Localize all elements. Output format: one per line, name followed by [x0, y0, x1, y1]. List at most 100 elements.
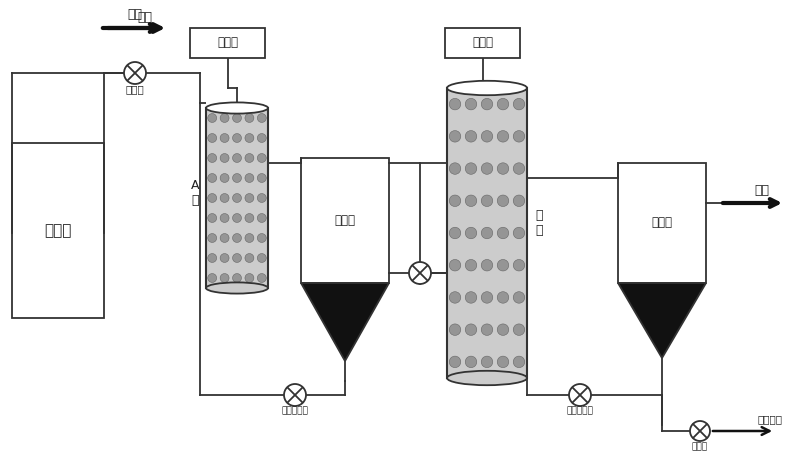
Text: 沉淀池: 沉淀池 — [334, 214, 355, 227]
Circle shape — [690, 421, 710, 441]
Bar — [447, 81, 527, 88]
Circle shape — [124, 62, 146, 84]
Text: 污泥回流泵: 污泥回流泵 — [282, 406, 309, 415]
Circle shape — [258, 254, 266, 263]
Circle shape — [220, 133, 229, 142]
Circle shape — [220, 254, 229, 263]
Circle shape — [258, 213, 266, 222]
Circle shape — [450, 98, 461, 110]
Circle shape — [498, 324, 509, 335]
Text: 搅动泵: 搅动泵 — [692, 443, 708, 452]
Circle shape — [233, 114, 242, 123]
Circle shape — [245, 174, 254, 183]
Circle shape — [245, 154, 254, 162]
Bar — [206, 108, 268, 288]
Circle shape — [498, 98, 509, 110]
Bar — [301, 158, 389, 283]
Circle shape — [466, 98, 477, 110]
Bar — [445, 28, 520, 58]
Circle shape — [498, 163, 509, 175]
Circle shape — [482, 131, 493, 142]
Bar — [206, 108, 268, 288]
Circle shape — [466, 227, 477, 239]
Circle shape — [466, 163, 477, 175]
Circle shape — [482, 292, 493, 303]
Circle shape — [233, 234, 242, 243]
Circle shape — [450, 324, 461, 335]
Circle shape — [233, 213, 242, 222]
Text: 曝气泵: 曝气泵 — [217, 36, 238, 50]
Polygon shape — [301, 283, 389, 361]
Circle shape — [466, 260, 477, 271]
Circle shape — [514, 292, 525, 303]
Circle shape — [466, 356, 477, 368]
Text: 剩余污泥: 剩余污泥 — [758, 414, 783, 424]
Ellipse shape — [447, 371, 527, 385]
Circle shape — [220, 114, 229, 123]
Text: 原水池: 原水池 — [44, 223, 72, 238]
Circle shape — [450, 163, 461, 175]
Circle shape — [450, 292, 461, 303]
Circle shape — [245, 273, 254, 282]
Circle shape — [233, 273, 242, 282]
Circle shape — [284, 384, 306, 406]
Bar — [12, 143, 104, 318]
Circle shape — [450, 260, 461, 271]
Circle shape — [208, 273, 217, 282]
Circle shape — [220, 273, 229, 282]
Ellipse shape — [447, 81, 527, 95]
Circle shape — [245, 193, 254, 202]
Bar — [447, 88, 527, 378]
Circle shape — [258, 114, 266, 123]
Text: 曝气泵: 曝气泵 — [472, 36, 493, 50]
Circle shape — [208, 254, 217, 263]
Circle shape — [482, 356, 493, 368]
Circle shape — [482, 260, 493, 271]
Circle shape — [498, 356, 509, 368]
Circle shape — [208, 114, 217, 123]
Circle shape — [450, 195, 461, 207]
Circle shape — [482, 163, 493, 175]
Circle shape — [498, 292, 509, 303]
Text: 进水: 进水 — [127, 9, 142, 21]
Circle shape — [258, 174, 266, 183]
Text: 进水泵: 进水泵 — [126, 84, 144, 94]
Circle shape — [208, 174, 217, 183]
Circle shape — [514, 131, 525, 142]
Ellipse shape — [206, 103, 268, 114]
Ellipse shape — [206, 282, 268, 294]
Circle shape — [245, 213, 254, 222]
Circle shape — [233, 193, 242, 202]
Bar — [206, 103, 268, 108]
Circle shape — [258, 273, 266, 282]
Text: 污泥回流泵: 污泥回流泵 — [566, 406, 594, 415]
Text: A
池: A 池 — [190, 179, 199, 207]
Circle shape — [514, 356, 525, 368]
Circle shape — [245, 133, 254, 142]
Circle shape — [220, 234, 229, 243]
Bar — [618, 163, 706, 283]
Circle shape — [220, 193, 229, 202]
Circle shape — [233, 174, 242, 183]
Circle shape — [514, 98, 525, 110]
Circle shape — [233, 154, 242, 162]
Circle shape — [514, 227, 525, 239]
Circle shape — [245, 114, 254, 123]
Polygon shape — [618, 283, 706, 358]
Text: 出水: 出水 — [754, 184, 770, 196]
Circle shape — [258, 234, 266, 243]
Circle shape — [569, 384, 591, 406]
Circle shape — [514, 260, 525, 271]
Text: 沉淀池: 沉淀池 — [651, 217, 673, 229]
Text: 曝
池: 曝 池 — [535, 209, 542, 237]
Circle shape — [233, 254, 242, 263]
Circle shape — [498, 195, 509, 207]
Circle shape — [482, 324, 493, 335]
Circle shape — [220, 213, 229, 222]
Circle shape — [245, 234, 254, 243]
Circle shape — [409, 262, 431, 284]
Circle shape — [482, 195, 493, 207]
Circle shape — [233, 133, 242, 142]
Circle shape — [498, 131, 509, 142]
Circle shape — [466, 131, 477, 142]
